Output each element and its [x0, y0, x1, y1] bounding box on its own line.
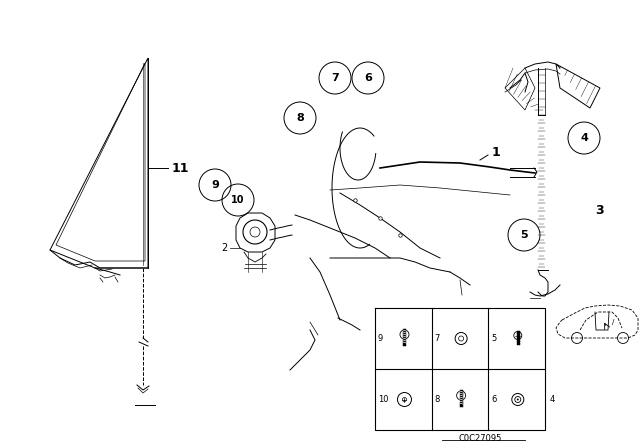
Text: 1: 1: [492, 146, 500, 159]
Text: 11: 11: [172, 161, 189, 175]
Text: 6: 6: [364, 73, 372, 83]
Circle shape: [517, 399, 519, 401]
Text: 2: 2: [221, 243, 228, 253]
Text: 9: 9: [378, 334, 383, 343]
Text: 9: 9: [211, 180, 219, 190]
Text: 4: 4: [550, 395, 556, 404]
Text: 7: 7: [435, 334, 440, 343]
Text: 10: 10: [378, 395, 388, 404]
Text: C0C27095: C0C27095: [458, 434, 502, 443]
Text: 10: 10: [231, 195, 244, 205]
Text: /: /: [612, 319, 614, 325]
Text: 7: 7: [331, 73, 339, 83]
Text: 8: 8: [435, 395, 440, 404]
Text: 6: 6: [492, 395, 497, 404]
Text: 5: 5: [520, 230, 528, 240]
Text: 5: 5: [492, 334, 497, 343]
Text: 4: 4: [580, 133, 588, 143]
Text: 8: 8: [296, 113, 304, 123]
Text: 3: 3: [596, 203, 604, 216]
